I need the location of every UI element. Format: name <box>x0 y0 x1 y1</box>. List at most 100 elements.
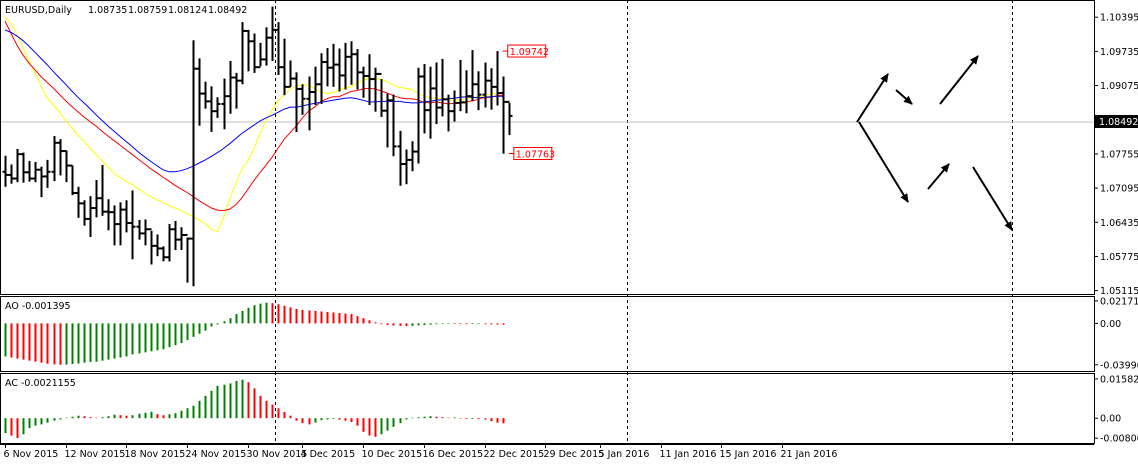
ohlc-bar <box>214 97 221 118</box>
ohlc-bar <box>20 152 27 183</box>
x-tick-label: 15 Jan 2016 <box>720 449 777 460</box>
ohlc-bar <box>312 66 319 105</box>
ohlc-bar <box>93 180 100 218</box>
forecast-arrow <box>856 73 889 123</box>
ohlc-bar <box>451 90 458 122</box>
ohlc-bar <box>51 136 58 182</box>
ohlc-bar <box>415 67 422 164</box>
ohlc-bar <box>81 200 88 226</box>
ohlc-bar <box>26 160 33 182</box>
ao-histogram <box>4 302 505 365</box>
ohlc-bar <box>269 6 276 61</box>
x-tick-label: 18 Nov 2015 <box>125 449 186 460</box>
ohlc-bar <box>366 54 373 105</box>
price-label: 1.09742 <box>502 44 549 58</box>
y-tick-label: 1.05775 <box>1100 252 1138 263</box>
ohlc-bar <box>488 68 495 110</box>
ohlc-bar <box>221 78 228 130</box>
ohlc-bar <box>129 190 136 260</box>
ohlc-bar <box>208 86 215 132</box>
x-axis: 6 Nov 2015 12 Nov 2015 18 Nov 2015 24 Nov 2… <box>4 444 838 460</box>
ohlc-bar <box>227 60 234 114</box>
ohlc-bar <box>482 62 489 108</box>
ohlc-bar <box>354 49 361 90</box>
ohlc-high: 1.08759 <box>128 5 167 16</box>
ohlc-bar <box>233 72 240 109</box>
ohlc-bar <box>336 48 343 92</box>
y-tick-label: 0.00 <box>1100 414 1121 425</box>
moving-average-line <box>4 20 503 212</box>
ohlc-bar <box>32 161 39 183</box>
x-tick-label: 29 Dec 2015 <box>544 449 605 460</box>
ohlc-bar <box>14 149 21 183</box>
ohlc-open: 1.08735 <box>88 5 127 16</box>
ohlc-bar <box>245 29 252 72</box>
ohlc-bar <box>403 149 410 185</box>
ohlc-bar <box>500 76 507 154</box>
y-tick-label: 1.07095 <box>1100 184 1138 195</box>
ac-pane-frame <box>0 373 1095 444</box>
forecast-arrow <box>972 166 1013 231</box>
ohlc-bar <box>372 67 379 112</box>
ohlc-bar <box>136 219 143 240</box>
ohlc-bars <box>2 6 513 287</box>
ohlc-bar <box>293 72 300 132</box>
forecast-arrow <box>927 163 950 190</box>
price-label-text: 1.07763 <box>516 150 555 161</box>
ohlc-bar <box>427 66 434 139</box>
ohlc-bar <box>421 64 428 134</box>
x-tick-label: 30 Nov 2015 <box>247 449 308 460</box>
price-title: EURUSD,Daily <box>5 5 72 16</box>
x-tick-label: 4 Dec 2015 <box>301 449 356 460</box>
ohlc-low: 1.08124 <box>168 5 207 16</box>
ohlc-bar <box>117 202 124 246</box>
ohlc-bar <box>38 166 45 198</box>
y-tick-label: 0.02171 <box>1100 296 1138 307</box>
ohlc-bar <box>178 227 185 250</box>
ohlc-bar <box>123 200 130 233</box>
last-price-tag: 1.08492 <box>1095 115 1138 128</box>
y-tick-label: 0.0158264 <box>1100 374 1138 385</box>
ohlc-bar <box>384 93 391 148</box>
ohlc-bar <box>75 186 82 218</box>
forecast-arrow <box>939 55 979 105</box>
ohlc-bar <box>287 60 294 88</box>
x-tick-label: 21 Jan 2016 <box>781 449 838 460</box>
y-tick-label: 1.09075 <box>1100 81 1138 92</box>
ohlc-bar <box>172 220 179 250</box>
x-tick-label: 10 Dec 2015 <box>362 449 423 460</box>
ohlc-bar <box>44 159 51 188</box>
ohlc-bar <box>190 40 197 287</box>
ohlc-close: 1.08492 <box>208 5 247 16</box>
moving-average-line <box>4 29 503 173</box>
ohlc-bar <box>348 41 355 85</box>
ohlc-bar <box>494 51 501 106</box>
x-tick-label: 5 Jan 2016 <box>599 449 650 460</box>
y-tick-label: -0.008063 <box>1100 434 1138 445</box>
ohlc-bar <box>239 22 246 85</box>
ao-title: AO -0.001395 <box>5 301 71 312</box>
ohlc-bar <box>196 58 203 126</box>
price-labels: 1.09742 1.07763 <box>502 44 555 161</box>
y-tick-label: 0.00 <box>1100 319 1121 330</box>
x-tick-label: 6 Nov 2015 <box>4 449 59 460</box>
ohlc-bar <box>257 42 264 69</box>
ohlc-bar <box>506 100 513 136</box>
ac-histogram <box>4 379 505 439</box>
x-tick-label: 11 Jan 2016 <box>660 449 717 460</box>
ohlc-bar <box>342 42 349 90</box>
ohlc-bar <box>457 59 464 112</box>
ohlc-bar <box>275 22 282 75</box>
ohlc-bar <box>111 205 118 246</box>
price-label: 1.07763 <box>508 147 555 161</box>
ohlc-bar <box>463 70 470 114</box>
ohlc-bar <box>433 62 440 125</box>
x-tick-label: 12 Nov 2015 <box>65 449 126 460</box>
ohlc-bar <box>154 234 161 257</box>
y-tick-label: 1.07755 <box>1100 149 1138 160</box>
ohlc-bar <box>142 219 149 246</box>
y-tick-label: 1.10395 <box>1100 13 1138 24</box>
ohlc-bar <box>318 53 325 104</box>
